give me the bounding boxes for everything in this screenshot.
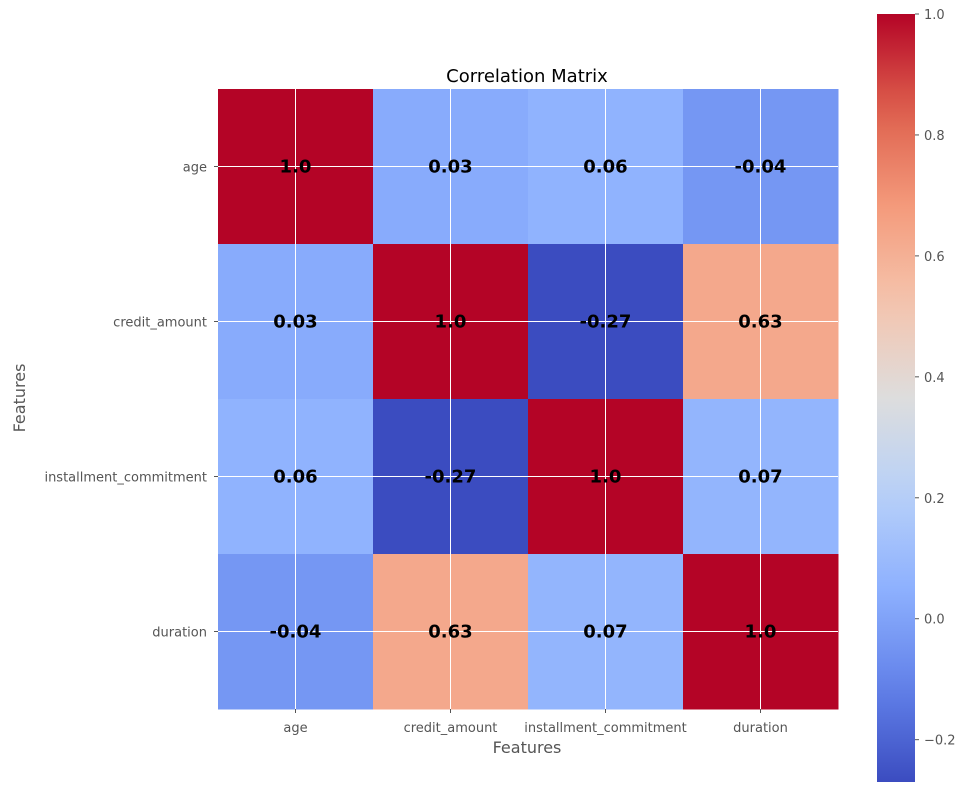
cell-label-r3-c3: 1.0 <box>745 622 777 643</box>
x-tick-label-0: age <box>283 721 307 736</box>
colorbar-tick-label-1: 0.0 <box>924 613 945 628</box>
cell-label-r2-c3: 0.07 <box>738 467 782 488</box>
colorbar-tick-label-3: 0.4 <box>924 371 945 386</box>
cell-label-r0-c3: -0.04 <box>735 157 787 178</box>
cell-label-r1-c3: 0.63 <box>738 312 782 333</box>
cell-label-r0-c1: 0.03 <box>428 157 472 178</box>
cell-label-r3-c2: 0.07 <box>583 622 627 643</box>
y-tick-label-1: credit_amount <box>113 316 207 331</box>
colorbar-tick-label-0: −0.2 <box>924 734 956 749</box>
colorbar-tick-label-4: 0.6 <box>924 250 945 265</box>
cell-label-r1-c2: -0.27 <box>580 312 632 333</box>
colorbar: −0.2 0.0 0.2 0.4 0.6 0.8 1.0 <box>877 8 956 782</box>
cell-label-r2-c0: 0.06 <box>273 467 317 488</box>
cell-label-r3-c1: 0.63 <box>428 622 472 643</box>
axes: age credit_amount installment_commitment du… <box>44 161 787 737</box>
heatmap-cells <box>218 89 839 710</box>
cell-label-r3-c0: -0.04 <box>270 622 322 643</box>
cell-label-r1-c0: 0.03 <box>273 312 317 333</box>
y-axis-label: Features <box>10 364 29 433</box>
colorbar-tick-label-5: 0.8 <box>924 129 945 144</box>
cell-value-labels: 1.0 0.03 0.06 -0.04 0.03 1.0 -0.27 0.63 0.06 -0.2… <box>270 157 787 643</box>
cell-label-r0-c2: 0.06 <box>583 157 627 178</box>
y-tick-label-0: age <box>183 161 207 176</box>
x-tick-label-3: duration <box>733 721 788 736</box>
colorbar-tick-label-6: 1.0 <box>924 8 945 23</box>
x-tick-label-2: installment_commitment <box>524 721 687 736</box>
gridlines <box>218 89 838 709</box>
colorbar-tick-label-2: 0.2 <box>924 492 945 507</box>
y-tick-label-3: duration <box>152 626 207 641</box>
x-axis-label: Features <box>493 738 562 757</box>
cell-label-r2-c1: -0.27 <box>425 467 477 488</box>
cell-label-r2-c2: 1.0 <box>590 467 622 488</box>
cell-label-r1-c1: 1.0 <box>435 312 467 333</box>
x-tick-label-1: credit_amount <box>404 721 498 736</box>
y-tick-label-2: installment_commitment <box>44 471 207 486</box>
colorbar-gradient <box>877 14 915 782</box>
cell-label-r0-c0: 1.0 <box>280 157 312 178</box>
chart-title: Correlation Matrix <box>446 66 608 87</box>
